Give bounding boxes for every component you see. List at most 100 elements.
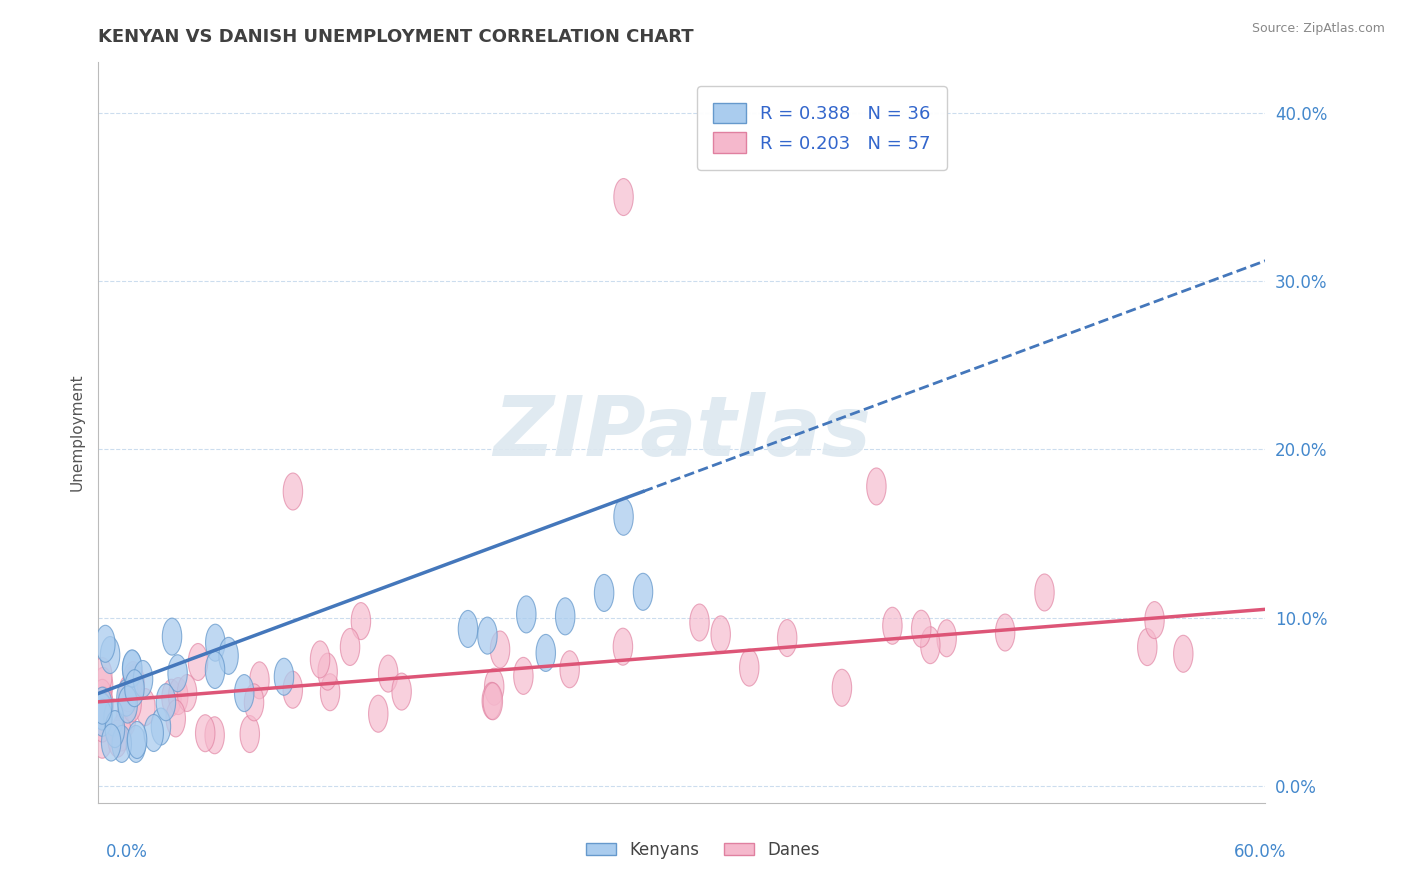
Ellipse shape [101, 724, 121, 761]
Ellipse shape [188, 643, 208, 681]
Ellipse shape [143, 714, 163, 751]
Ellipse shape [883, 607, 903, 644]
Ellipse shape [240, 715, 260, 753]
Ellipse shape [392, 673, 412, 710]
Ellipse shape [340, 629, 360, 665]
Ellipse shape [614, 178, 633, 216]
Ellipse shape [177, 674, 197, 712]
Ellipse shape [205, 717, 225, 754]
Ellipse shape [245, 684, 264, 721]
Ellipse shape [311, 641, 330, 678]
Ellipse shape [321, 673, 340, 711]
Ellipse shape [205, 651, 225, 689]
Ellipse shape [740, 649, 759, 686]
Ellipse shape [283, 671, 302, 708]
Ellipse shape [195, 714, 215, 752]
Ellipse shape [458, 610, 478, 648]
Ellipse shape [235, 674, 254, 712]
Legend: Kenyans, Danes: Kenyans, Danes [579, 835, 827, 866]
Ellipse shape [274, 658, 294, 695]
Ellipse shape [124, 662, 142, 698]
Ellipse shape [250, 662, 269, 698]
Ellipse shape [127, 725, 146, 763]
Ellipse shape [1137, 629, 1157, 665]
Ellipse shape [555, 598, 575, 635]
Ellipse shape [118, 674, 138, 712]
Ellipse shape [368, 695, 388, 732]
Ellipse shape [1144, 601, 1164, 639]
Ellipse shape [711, 615, 731, 653]
Ellipse shape [936, 620, 956, 657]
Ellipse shape [112, 725, 132, 763]
Ellipse shape [156, 684, 176, 721]
Ellipse shape [318, 653, 337, 690]
Ellipse shape [513, 657, 533, 694]
Ellipse shape [205, 624, 225, 661]
Ellipse shape [136, 689, 155, 725]
Ellipse shape [169, 678, 188, 714]
Ellipse shape [560, 651, 579, 688]
Ellipse shape [93, 687, 112, 724]
Ellipse shape [152, 708, 170, 745]
Ellipse shape [93, 705, 112, 742]
Text: 0.0%: 0.0% [105, 843, 148, 861]
Ellipse shape [93, 680, 112, 716]
Ellipse shape [134, 660, 153, 698]
Ellipse shape [117, 679, 136, 716]
Ellipse shape [125, 670, 145, 706]
Ellipse shape [93, 692, 112, 730]
Ellipse shape [219, 638, 238, 674]
Ellipse shape [105, 711, 125, 747]
Ellipse shape [93, 657, 112, 695]
Ellipse shape [93, 699, 112, 736]
Ellipse shape [516, 596, 536, 633]
Ellipse shape [613, 628, 633, 665]
Ellipse shape [491, 631, 510, 668]
Y-axis label: Unemployment: Unemployment [69, 374, 84, 491]
Ellipse shape [283, 473, 302, 510]
Ellipse shape [162, 679, 181, 716]
Ellipse shape [595, 574, 614, 611]
Ellipse shape [1174, 635, 1194, 673]
Ellipse shape [352, 603, 371, 640]
Text: Source: ZipAtlas.com: Source: ZipAtlas.com [1251, 22, 1385, 36]
Ellipse shape [96, 625, 115, 662]
Ellipse shape [484, 682, 502, 720]
Ellipse shape [485, 668, 503, 706]
Ellipse shape [690, 604, 709, 641]
Ellipse shape [536, 634, 555, 672]
Ellipse shape [832, 669, 852, 706]
Ellipse shape [482, 682, 502, 719]
Ellipse shape [166, 700, 186, 737]
Ellipse shape [162, 618, 181, 655]
Ellipse shape [108, 720, 128, 757]
Ellipse shape [122, 650, 142, 688]
Ellipse shape [111, 714, 131, 751]
Ellipse shape [93, 693, 112, 731]
Ellipse shape [633, 574, 652, 610]
Ellipse shape [100, 637, 120, 673]
Ellipse shape [122, 650, 142, 687]
Ellipse shape [614, 499, 633, 535]
Ellipse shape [125, 665, 145, 701]
Ellipse shape [866, 468, 886, 505]
Ellipse shape [911, 610, 931, 648]
Ellipse shape [1035, 574, 1054, 611]
Ellipse shape [128, 722, 146, 758]
Text: 60.0%: 60.0% [1234, 843, 1286, 861]
Ellipse shape [478, 617, 498, 654]
Ellipse shape [94, 687, 114, 723]
Ellipse shape [93, 667, 112, 705]
Legend: R = 0.388   N = 36, R = 0.203   N = 57: R = 0.388 N = 36, R = 0.203 N = 57 [697, 87, 946, 169]
Text: KENYAN VS DANISH UNEMPLOYMENT CORRELATION CHART: KENYAN VS DANISH UNEMPLOYMENT CORRELATIO… [98, 28, 695, 45]
Text: ZIPatlas: ZIPatlas [494, 392, 870, 473]
Ellipse shape [118, 686, 138, 723]
Ellipse shape [778, 620, 797, 657]
Ellipse shape [921, 627, 941, 664]
Ellipse shape [378, 655, 398, 692]
Ellipse shape [117, 700, 136, 737]
Ellipse shape [93, 722, 112, 758]
Ellipse shape [167, 655, 187, 692]
Ellipse shape [104, 699, 124, 736]
Ellipse shape [122, 685, 142, 722]
